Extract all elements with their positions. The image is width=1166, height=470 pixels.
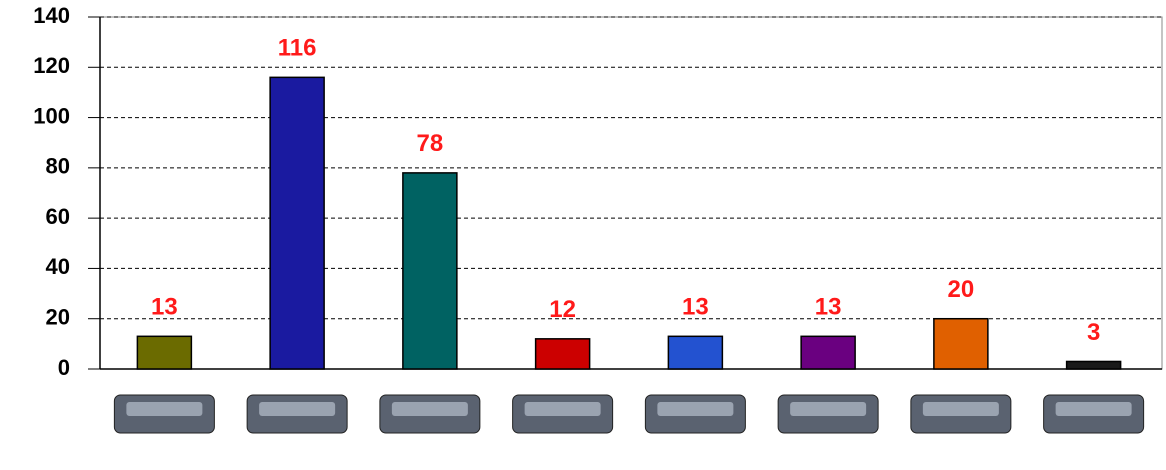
bar <box>1065 360 1122 370</box>
device-icon-detail <box>524 402 601 416</box>
value-label: 13 <box>151 294 178 321</box>
device-icon-detail <box>790 402 867 416</box>
value-label: 13 <box>815 294 842 321</box>
device-icon-detail <box>391 402 468 416</box>
value-label: 3 <box>1087 319 1100 346</box>
y-tick-label: 100 <box>33 103 70 128</box>
bar <box>667 335 724 370</box>
y-tick-label: 120 <box>33 53 70 78</box>
value-label: 116 <box>278 35 317 62</box>
y-tick-label: 60 <box>46 204 70 229</box>
device-icon-detail <box>922 402 999 416</box>
y-tick-label: 80 <box>46 154 70 179</box>
value-label: 13 <box>682 294 709 321</box>
y-tick-label: 40 <box>46 254 70 279</box>
device-icon-detail <box>126 402 203 416</box>
device-icon-detail <box>657 402 734 416</box>
bar <box>269 76 325 370</box>
value-label: 78 <box>417 130 444 157</box>
bar <box>402 172 458 370</box>
bar <box>933 317 989 370</box>
y-tick-label: 20 <box>46 305 70 330</box>
bar <box>534 338 591 370</box>
value-label: 20 <box>948 276 975 303</box>
value-label: 12 <box>549 296 576 323</box>
device-icon-detail <box>1055 402 1132 416</box>
bar <box>136 335 193 370</box>
y-tick-label: 140 <box>33 3 70 28</box>
bar <box>800 335 856 370</box>
y-tick-label: 0 <box>58 355 70 380</box>
plot-frame <box>99 16 1163 370</box>
device-icon-detail <box>259 402 336 416</box>
